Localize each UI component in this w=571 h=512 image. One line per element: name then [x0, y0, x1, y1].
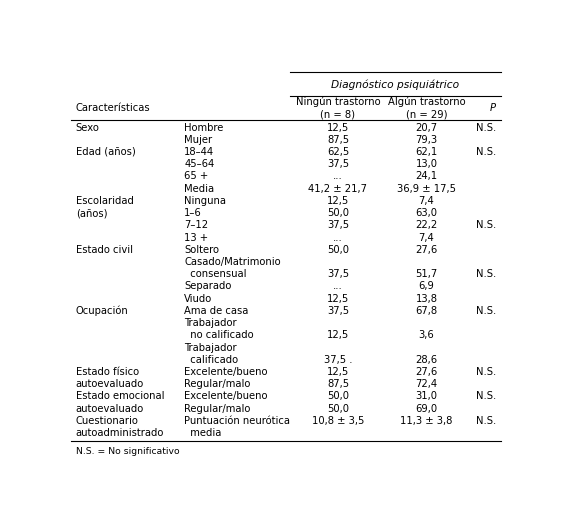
Text: N.S.: N.S. [476, 220, 496, 230]
Text: 20,7: 20,7 [416, 122, 437, 133]
Text: N.S.: N.S. [476, 367, 496, 377]
Text: 12,5: 12,5 [327, 196, 349, 206]
Text: 1–6: 1–6 [184, 208, 202, 218]
Text: autoevaluado: autoevaluado [76, 403, 144, 414]
Text: 13 +: 13 + [184, 232, 208, 243]
Text: Ocupación: Ocupación [76, 306, 128, 316]
Text: 27,6: 27,6 [415, 245, 437, 255]
Text: ...: ... [333, 282, 343, 291]
Text: 62,5: 62,5 [327, 147, 349, 157]
Text: 37,5: 37,5 [327, 159, 349, 169]
Text: P: P [490, 103, 496, 113]
Text: Edad (años): Edad (años) [76, 147, 135, 157]
Text: Características: Características [76, 103, 150, 113]
Text: 28,6: 28,6 [416, 355, 437, 365]
Text: 41,2 ± 21,7: 41,2 ± 21,7 [308, 184, 368, 194]
Text: Trabajador: Trabajador [184, 318, 237, 328]
Text: Excelente/bueno: Excelente/bueno [184, 391, 268, 401]
Text: 87,5: 87,5 [327, 379, 349, 389]
Text: 65 +: 65 + [184, 172, 208, 181]
Text: Estado emocional: Estado emocional [76, 391, 164, 401]
Text: Ama de casa: Ama de casa [184, 306, 248, 316]
Text: Escolaridad: Escolaridad [76, 196, 134, 206]
Text: Viudo: Viudo [184, 294, 212, 304]
Text: Ningún trastorno
(n = 8): Ningún trastorno (n = 8) [296, 97, 380, 119]
Text: Excelente/bueno: Excelente/bueno [184, 367, 268, 377]
Text: 27,6: 27,6 [415, 367, 437, 377]
Text: Hombre: Hombre [184, 122, 224, 133]
Text: Estado civil: Estado civil [76, 245, 133, 255]
Text: 51,7: 51,7 [415, 269, 437, 279]
Text: 37,5: 37,5 [327, 220, 349, 230]
Text: 6,9: 6,9 [419, 282, 435, 291]
Text: N.S.: N.S. [476, 416, 496, 426]
Text: 69,0: 69,0 [416, 403, 437, 414]
Text: 63,0: 63,0 [416, 208, 437, 218]
Text: Puntuación neurótica: Puntuación neurótica [184, 416, 290, 426]
Text: calificado: calificado [184, 355, 238, 365]
Text: 7–12: 7–12 [184, 220, 208, 230]
Text: no calificado: no calificado [184, 330, 254, 340]
Text: 18–44: 18–44 [184, 147, 214, 157]
Text: media: media [184, 428, 222, 438]
Text: ...: ... [333, 232, 343, 243]
Text: Soltero: Soltero [184, 245, 219, 255]
Text: N.S.: N.S. [476, 269, 496, 279]
Text: Mujer: Mujer [184, 135, 212, 145]
Text: 22,2: 22,2 [415, 220, 437, 230]
Text: 62,1: 62,1 [415, 147, 437, 157]
Text: 87,5: 87,5 [327, 135, 349, 145]
Text: 67,8: 67,8 [416, 306, 437, 316]
Text: 50,0: 50,0 [327, 391, 349, 401]
Text: 12,5: 12,5 [327, 122, 349, 133]
Text: N.S.: N.S. [476, 147, 496, 157]
Text: 7,4: 7,4 [419, 196, 435, 206]
Text: 24,1: 24,1 [416, 172, 437, 181]
Text: autoadministrado: autoadministrado [76, 428, 164, 438]
Text: N.S. = No significativo: N.S. = No significativo [76, 447, 179, 456]
Text: 50,0: 50,0 [327, 245, 349, 255]
Text: N.S.: N.S. [476, 391, 496, 401]
Text: 12,5: 12,5 [327, 367, 349, 377]
Text: Algún trastorno
(n = 29): Algún trastorno (n = 29) [388, 97, 465, 119]
Text: 13,0: 13,0 [416, 159, 437, 169]
Text: Trabajador: Trabajador [184, 343, 237, 353]
Text: Estado físico: Estado físico [76, 367, 139, 377]
Text: 50,0: 50,0 [327, 208, 349, 218]
Text: Media: Media [184, 184, 214, 194]
Text: Casado/Matrimonio: Casado/Matrimonio [184, 257, 281, 267]
Text: Cuestionario: Cuestionario [76, 416, 139, 426]
Text: Regular/malo: Regular/malo [184, 403, 251, 414]
Text: 45–64: 45–64 [184, 159, 215, 169]
Text: autoevaluado: autoevaluado [76, 379, 144, 389]
Text: 12,5: 12,5 [327, 294, 349, 304]
Text: (años): (años) [76, 208, 107, 218]
Text: ...: ... [333, 172, 343, 181]
Text: 12,5: 12,5 [327, 330, 349, 340]
Text: 11,3 ± 3,8: 11,3 ± 3,8 [400, 416, 453, 426]
Text: N.S.: N.S. [476, 306, 496, 316]
Text: 79,3: 79,3 [416, 135, 437, 145]
Text: Sexo: Sexo [76, 122, 100, 133]
Text: Diagnóstico psiquiátrico: Diagnóstico psiquiátrico [331, 79, 460, 90]
Text: Separado: Separado [184, 282, 232, 291]
Text: 37,5: 37,5 [327, 269, 349, 279]
Text: 7,4: 7,4 [419, 232, 435, 243]
Text: 50,0: 50,0 [327, 403, 349, 414]
Text: 10,8 ± 3,5: 10,8 ± 3,5 [312, 416, 364, 426]
Text: Regular/malo: Regular/malo [184, 379, 251, 389]
Text: 72,4: 72,4 [416, 379, 437, 389]
Text: 31,0: 31,0 [416, 391, 437, 401]
Text: consensual: consensual [184, 269, 247, 279]
Text: 36,9 ± 17,5: 36,9 ± 17,5 [397, 184, 456, 194]
Text: Ninguna: Ninguna [184, 196, 226, 206]
Text: 37,5: 37,5 [327, 306, 349, 316]
Text: 37,5 .: 37,5 . [324, 355, 352, 365]
Text: 13,8: 13,8 [416, 294, 437, 304]
Text: N.S.: N.S. [476, 122, 496, 133]
Text: 3,6: 3,6 [419, 330, 435, 340]
